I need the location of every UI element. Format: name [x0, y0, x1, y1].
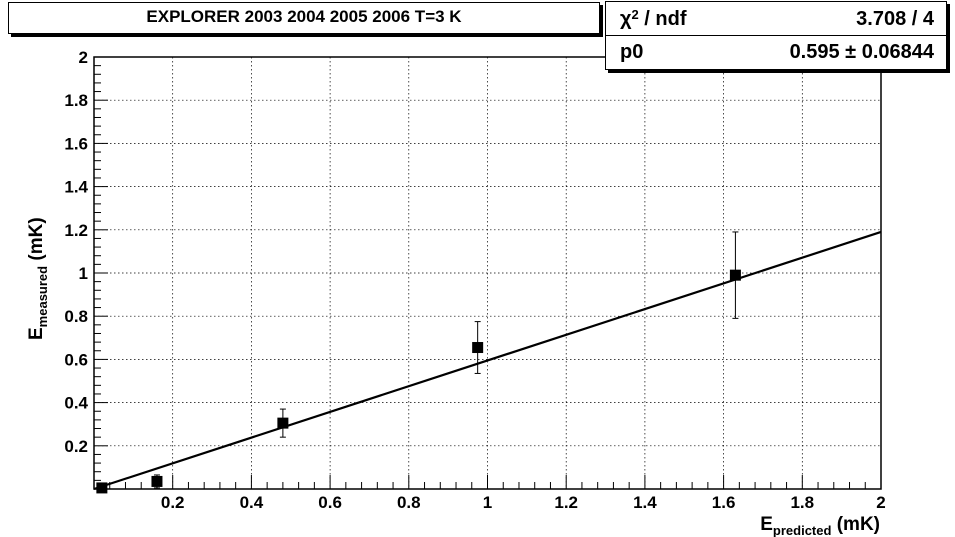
- grid: [94, 57, 881, 489]
- y-tick-label: 0.4: [64, 394, 88, 413]
- y-tick-label: 2: [79, 48, 88, 67]
- data-point: [472, 321, 484, 374]
- x-tick-labels: 0.2 0.4 0.6 0.8 1 1.2 1.4 1.6 1.8 2: [161, 493, 886, 512]
- point-marker: [96, 482, 108, 494]
- fit-line: [93, 230, 882, 491]
- point-marker: [277, 417, 289, 429]
- axis-ticks: [93, 56, 882, 490]
- data-point: [729, 231, 741, 319]
- p0-label: p0: [620, 41, 644, 63]
- y-tick-label: 1.8: [64, 91, 88, 110]
- point-marker: [151, 475, 163, 487]
- x-tick-label: 1.6: [712, 493, 736, 512]
- chi2-value: 3.708 / 4: [856, 8, 934, 30]
- x-tick-label: 1.2: [554, 493, 578, 512]
- y-tick-label: 0.2: [64, 437, 88, 456]
- x-tick-label: 0.2: [161, 493, 185, 512]
- y-tick-label: 1.6: [64, 134, 88, 153]
- x-tick-label: 0.8: [397, 493, 421, 512]
- data-point: [151, 474, 163, 489]
- data-points: [96, 231, 741, 494]
- data-point: [96, 482, 108, 494]
- fit-stats-box: χ2 / ndf 3.708 / 4 p0 0.595 ± 0.06844: [605, 1, 947, 70]
- y-tick-labels: 0.2 0.4 0.6 0.8 1 1.2 1.4 1.6 1.8 2: [64, 48, 88, 456]
- x-axis-title: Epredicted (mK): [760, 514, 880, 537]
- x-tick-label: 0.6: [318, 493, 342, 512]
- y-axis-title: Emeasured (mK): [26, 217, 50, 340]
- x-tick-label: 1: [483, 493, 492, 512]
- chi2-row: χ2 / ndf 3.708 / 4: [606, 3, 946, 35]
- chi2-label: χ2 / ndf: [620, 7, 687, 30]
- data-point: [277, 408, 289, 438]
- x-tick-label: 0.4: [240, 493, 264, 512]
- chart-title: EXPLORER 2003 2004 2005 2006 T=3 K: [8, 2, 600, 34]
- y-tick-label: 1.4: [64, 178, 88, 197]
- point-marker: [472, 342, 484, 354]
- p0-value: 0.595 ± 0.06844: [789, 41, 934, 63]
- y-tick-label: 0.6: [64, 350, 88, 369]
- x-tick-label: 1.4: [633, 493, 657, 512]
- y-tick-label: 0.8: [64, 307, 88, 326]
- point-marker: [729, 269, 741, 281]
- x-tick-label: 2: [876, 493, 885, 512]
- p0-row: p0 0.595 ± 0.06844: [606, 36, 946, 68]
- x-tick-label: 1.8: [790, 493, 814, 512]
- y-tick-label: 1: [79, 264, 88, 283]
- y-tick-label: 1.2: [64, 221, 88, 240]
- stats-divider: [606, 35, 946, 36]
